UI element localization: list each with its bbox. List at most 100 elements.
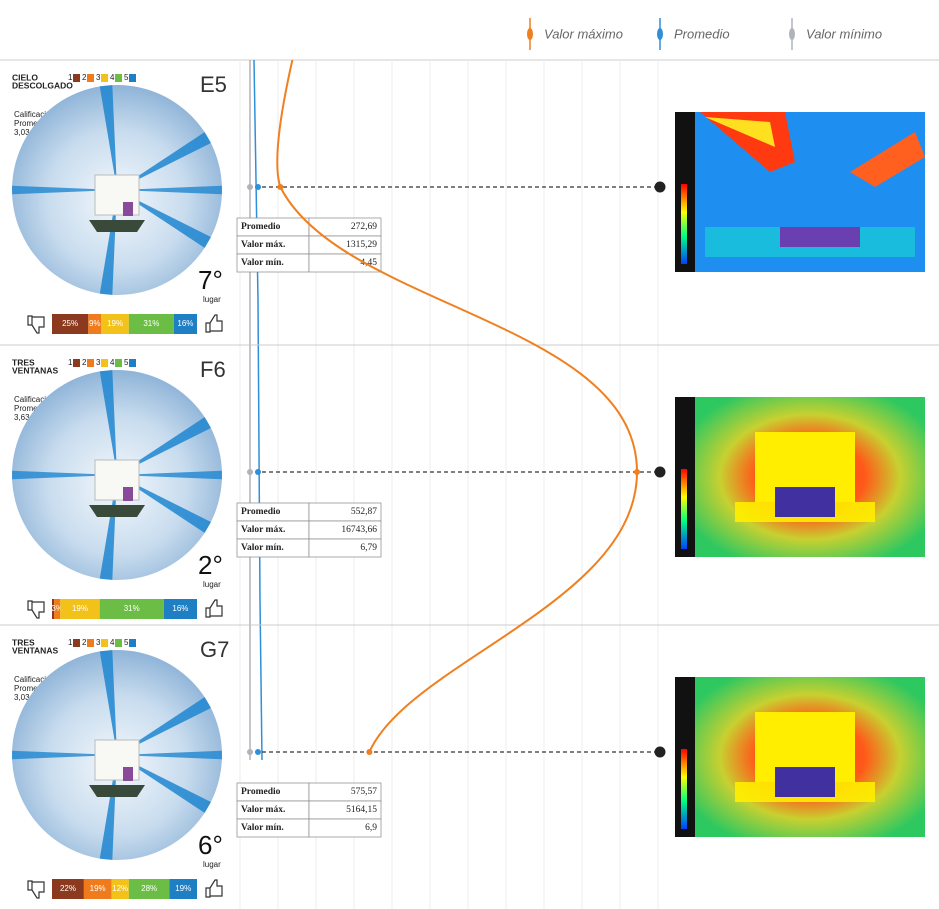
legend-label: Valor máximo	[544, 26, 623, 41]
scale-number: 2	[82, 638, 87, 647]
min-point	[247, 749, 253, 755]
rating-label: Calificación	[14, 675, 55, 684]
photo-beam	[117, 755, 211, 813]
bar-segment	[60, 599, 100, 619]
table-label: Promedio	[241, 507, 281, 517]
scale-swatch	[73, 74, 80, 82]
scale-swatch	[87, 639, 94, 647]
bar-segment	[83, 879, 112, 899]
photo-beam	[12, 750, 117, 760]
legend: Valor máximo Promedio Valor mínimo	[527, 18, 882, 50]
bar-segment	[128, 314, 174, 334]
table-cell	[308, 253, 382, 273]
scale-swatch	[87, 74, 94, 82]
rating-label: Promedio:	[14, 684, 50, 693]
table-cell	[308, 538, 382, 558]
rank: 2°	[198, 550, 223, 580]
scale-swatch	[129, 359, 136, 367]
segment-label: 19%	[107, 319, 123, 328]
thumb-icon	[205, 599, 223, 618]
rating-label: Calificación	[14, 395, 55, 404]
avg-point	[255, 184, 261, 190]
photo-beam	[117, 132, 211, 190]
photo-table	[89, 220, 145, 232]
segment-label: 19%	[90, 884, 106, 893]
scale-number: 3	[96, 73, 101, 82]
max-curve	[276, 59, 639, 753]
thumb-icon	[27, 315, 45, 334]
segment-label: 16%	[177, 319, 193, 328]
table-value: 1315,29	[346, 240, 377, 250]
segment-label: 31%	[124, 604, 140, 613]
bar-segment	[173, 314, 197, 334]
photo-beam	[117, 475, 211, 533]
segment-label: 19%	[72, 604, 88, 613]
scale-number: 4	[110, 73, 115, 82]
photo-beam	[12, 185, 117, 195]
table-label: Valor máx.	[241, 805, 285, 815]
photo-beam	[99, 475, 117, 580]
thumb-icon	[27, 880, 45, 899]
photo-plant	[123, 487, 133, 501]
connector-dot	[654, 746, 666, 758]
rank: 7°	[198, 265, 223, 295]
table-value: 5164,15	[346, 805, 377, 815]
legend-label: Promedio	[674, 26, 730, 41]
photo-beam	[117, 470, 222, 480]
photo-beam	[99, 190, 117, 295]
connector-dot	[654, 466, 666, 478]
rank-label: lugar	[203, 580, 221, 589]
category: TRES	[12, 357, 35, 367]
segment-label: 31%	[143, 319, 159, 328]
photo-plant	[123, 202, 133, 216]
bar-segment	[88, 314, 102, 334]
category: DESCOLGADO	[12, 80, 73, 90]
rating: 3,03	[14, 693, 30, 702]
heatmap	[675, 397, 925, 557]
category: TRES	[12, 637, 35, 647]
table-value: 575,57	[351, 787, 377, 797]
table-value: 6,9	[365, 823, 377, 833]
avg-point	[255, 469, 261, 475]
heatmap-table	[775, 767, 835, 797]
scale-swatch	[73, 639, 80, 647]
max-point	[277, 184, 284, 190]
table-label: Promedio	[241, 787, 281, 797]
segment-label: 12%	[112, 884, 128, 893]
max-point	[366, 749, 373, 755]
bar-segment	[54, 599, 61, 619]
segment-label: 28%	[141, 884, 157, 893]
scale-number: 5	[124, 358, 129, 367]
photo-beam	[99, 370, 117, 475]
code: E5	[200, 72, 227, 97]
legend-icon	[657, 28, 663, 40]
connector-dot	[654, 181, 666, 193]
photo-beam	[99, 755, 117, 860]
min-point	[247, 184, 253, 190]
heatmap-scale	[681, 184, 687, 264]
rating: 3,03	[14, 128, 30, 137]
legend-icon	[789, 28, 795, 40]
code: F6	[200, 357, 226, 382]
rating-label: Calificación	[14, 110, 55, 119]
scale-swatch	[101, 639, 108, 647]
photo-beam	[99, 85, 117, 190]
scale-swatch	[73, 359, 80, 367]
rating: 3,63	[14, 413, 30, 422]
bar-segment	[169, 879, 197, 899]
bar-segment	[128, 879, 170, 899]
table-label: Valor máx.	[241, 525, 285, 535]
table-value: 6,79	[360, 543, 377, 553]
table-value: 16743,66	[341, 525, 377, 535]
scale-swatch	[87, 359, 94, 367]
scale-number: 3	[96, 358, 101, 367]
segment-label: 9%	[89, 319, 101, 328]
thumb-icon	[205, 314, 223, 333]
photo-plant	[123, 767, 133, 781]
rating-label: Promedio:	[14, 404, 50, 413]
segment-label: 22%	[60, 884, 76, 893]
heatmap-hot	[700, 112, 795, 172]
